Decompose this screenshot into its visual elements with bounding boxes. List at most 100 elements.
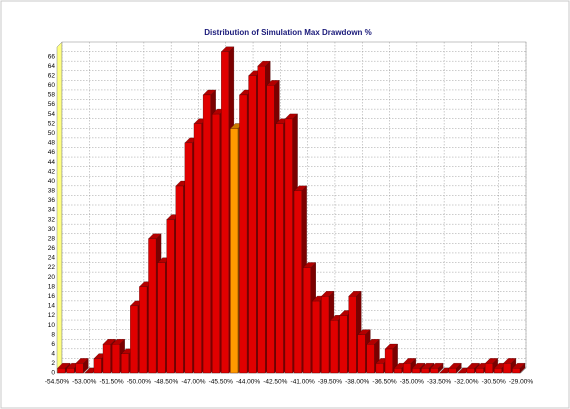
y-tick-label: 30 xyxy=(48,226,56,233)
x-tick-label: -39.50% xyxy=(318,379,342,386)
y-tick-label: 64 xyxy=(48,63,56,70)
y-tick-label: 20 xyxy=(48,274,56,281)
bar-front xyxy=(321,296,330,374)
bar-front xyxy=(448,368,457,374)
bar-front xyxy=(248,75,257,374)
x-tick-label: -32.00% xyxy=(454,379,478,386)
bar-front xyxy=(193,123,202,374)
x-tick-label: -36.50% xyxy=(372,379,396,386)
y-tick-label: 12 xyxy=(48,312,56,319)
bar-front xyxy=(357,334,366,374)
bar-front xyxy=(293,190,302,374)
bar xyxy=(448,362,462,374)
bar-front xyxy=(239,94,248,374)
bar-front xyxy=(475,368,484,374)
bar-front xyxy=(230,128,239,374)
bar-front xyxy=(512,368,521,374)
y-tick-label: 2 xyxy=(51,360,55,367)
bar-front xyxy=(348,296,357,374)
y-tick-label: 42 xyxy=(48,168,56,175)
bar-front xyxy=(284,118,293,374)
y-tick-label: 58 xyxy=(48,92,56,99)
bar-front xyxy=(466,368,475,374)
bar xyxy=(75,358,89,374)
bar-front xyxy=(366,344,375,374)
y-tick-label: 66 xyxy=(48,53,56,60)
y-tick-label: 60 xyxy=(48,82,56,89)
bar xyxy=(512,362,526,374)
bar-front xyxy=(412,368,421,374)
bar-front xyxy=(102,344,111,374)
y-tick-label: 10 xyxy=(48,322,56,329)
y-tick-label: 48 xyxy=(48,140,56,147)
bar xyxy=(402,358,417,374)
y-tick-label: 26 xyxy=(48,245,56,252)
x-tick-label: -48.50% xyxy=(154,379,178,386)
bar-front xyxy=(184,142,193,374)
bar-front xyxy=(375,363,384,374)
y-tick-label: 28 xyxy=(48,235,56,242)
left-wall xyxy=(56,41,63,374)
x-tick-label: -30.50% xyxy=(482,379,506,386)
x-tick-label: -35.00% xyxy=(400,379,424,386)
bar-front xyxy=(166,219,175,374)
y-tick-label: 24 xyxy=(48,255,56,262)
bar-front xyxy=(403,363,411,374)
bar-front xyxy=(148,238,157,374)
bar-front xyxy=(139,286,148,374)
bar-front xyxy=(393,368,402,374)
x-tick-label: -45.50% xyxy=(209,379,233,386)
y-tick-label: 62 xyxy=(48,72,56,79)
bar xyxy=(430,362,444,374)
bar-front xyxy=(212,113,220,374)
bar-front xyxy=(266,85,275,374)
y-tick-label: 0 xyxy=(51,370,55,377)
bar-front xyxy=(157,262,166,374)
bar-front xyxy=(339,315,348,374)
bar-front xyxy=(221,51,230,374)
bar-front xyxy=(75,363,84,374)
y-tick-label: 34 xyxy=(48,207,56,214)
y-tick-label: 22 xyxy=(48,264,56,271)
bar-front xyxy=(66,368,75,374)
y-tick-label: 8 xyxy=(51,331,55,338)
y-tick-label: 36 xyxy=(48,197,56,204)
x-tick-label: -54.50% xyxy=(45,379,69,386)
bar-front xyxy=(484,363,493,374)
bar-front xyxy=(330,320,339,374)
bar-front xyxy=(130,305,139,374)
bar-front xyxy=(302,267,311,374)
y-tick-label: 54 xyxy=(48,111,56,118)
y-tick-label: 50 xyxy=(48,130,56,137)
y-tick-label: 32 xyxy=(48,216,56,223)
y-tick-label: 46 xyxy=(48,149,56,156)
x-tick-label: -47.00% xyxy=(181,379,205,386)
bar-front xyxy=(257,66,266,374)
bar-front xyxy=(93,358,102,374)
bar-front xyxy=(503,363,512,374)
x-tick-label: -33.50% xyxy=(427,379,451,386)
bar-front xyxy=(111,344,120,374)
x-tick-label: -42.50% xyxy=(263,379,287,386)
bar-front xyxy=(121,353,129,374)
x-tick-label: -44.00% xyxy=(236,379,260,386)
y-tick-label: 56 xyxy=(48,101,56,108)
y-tick-label: 18 xyxy=(48,283,56,290)
bar-front xyxy=(384,348,393,374)
y-tick-label: 14 xyxy=(48,303,56,310)
x-tick-label: -50.00% xyxy=(127,379,151,386)
bar-front xyxy=(175,185,184,374)
bar-front xyxy=(421,368,430,374)
bar-front xyxy=(494,368,502,374)
bar-front xyxy=(312,300,320,374)
x-tick-label: -41.00% xyxy=(291,379,315,386)
x-tick-label: -29.00% xyxy=(509,379,533,386)
y-tick-label: 44 xyxy=(48,159,56,166)
y-tick-label: 4 xyxy=(51,351,55,358)
x-tick-label: -51.50% xyxy=(99,379,123,386)
x-tick-label: -53.00% xyxy=(72,379,96,386)
y-tick-label: 6 xyxy=(51,341,55,348)
x-tick-label: -38.00% xyxy=(345,379,369,386)
y-tick-label: 38 xyxy=(48,188,56,195)
